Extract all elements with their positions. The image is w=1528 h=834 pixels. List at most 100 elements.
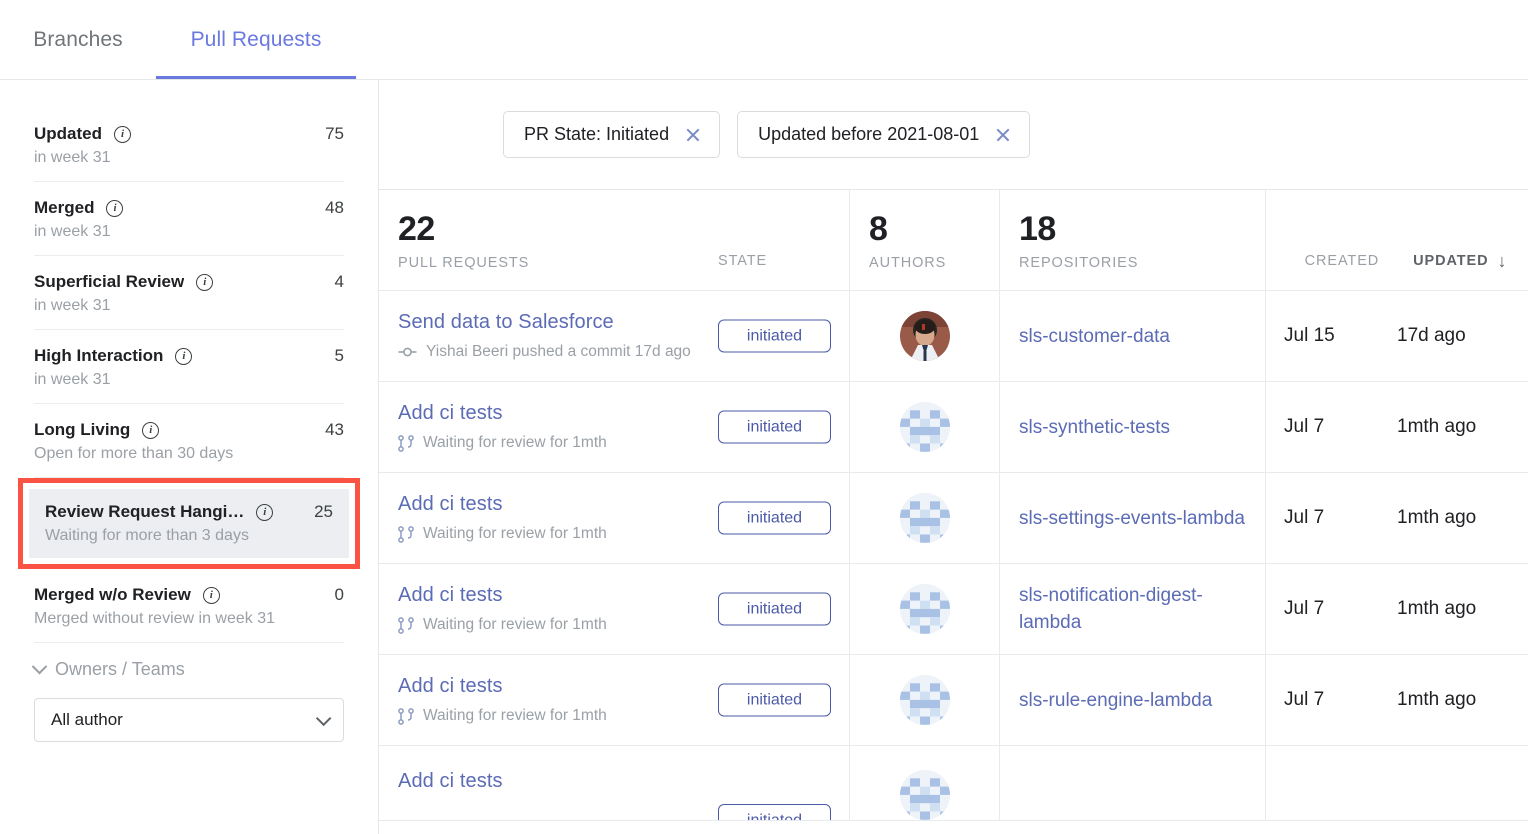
pull-request-info: Add ci tests: [398, 770, 708, 793]
user-photo-avatar-image: [899, 311, 950, 361]
pull-request-title-link[interactable]: Add ci tests: [398, 770, 503, 792]
metric-item-superficial-review[interactable]: Superficial Review i 4 in week 31: [34, 256, 344, 330]
table-row[interactable]: Add ci tests Waiting for review for 1mth i…: [379, 564, 1528, 655]
avatar[interactable]: [899, 493, 950, 543]
table-row[interactable]: Add ci tests Waiting for review for 1mth i…: [379, 655, 1528, 746]
metric-header: High Interaction i 5: [34, 346, 344, 366]
metric-header: Long Living i 43: [34, 420, 344, 440]
avatar[interactable]: [899, 584, 950, 634]
repository-link[interactable]: sls-customer-data: [1019, 325, 1170, 347]
identicon-avatar-image: [899, 402, 950, 452]
state-badge[interactable]: initiated: [718, 319, 831, 353]
info-icon[interactable]: i: [106, 199, 124, 217]
metric-subtitle: in week 31: [34, 149, 111, 166]
avatar[interactable]: [899, 675, 950, 725]
cell-dates: [1266, 746, 1528, 820]
cell-author: [850, 655, 1000, 745]
updated-date: 1mth ago: [1397, 598, 1477, 619]
pull-request-icon: [398, 707, 414, 725]
cell-dates: Jul 15 17d ago: [1266, 291, 1528, 381]
cell-repository: sls-rule-engine-lambda: [1000, 655, 1266, 745]
avatar[interactable]: [899, 770, 950, 820]
pull-request-info: Add ci tests Waiting for review for 1mth: [398, 493, 708, 543]
info-icon[interactable]: i: [256, 503, 274, 521]
owners-teams-section-toggle[interactable]: Owners / Teams: [31, 658, 344, 680]
table-row[interactable]: Add ci tests initiated: [379, 746, 1528, 821]
cell-author: [850, 473, 1000, 563]
authors-count: 8: [869, 209, 888, 248]
tab-pull-requests-label: Pull Requests: [190, 28, 322, 51]
metric-count: 48: [325, 198, 344, 217]
tab-pull-requests[interactable]: Pull Requests: [156, 1, 356, 79]
pull-request-meta-text: Waiting for review for 1mth: [423, 616, 607, 633]
repository-link[interactable]: sls-rule-engine-lambda: [1019, 689, 1213, 711]
cell-repository: sls-customer-data: [1000, 291, 1266, 381]
info-icon[interactable]: i: [196, 273, 214, 291]
table-row[interactable]: Add ci tests Waiting for review for 1mth i…: [379, 473, 1528, 564]
metric-item-merged[interactable]: Merged i 48 in week 31: [34, 182, 344, 256]
metric-subtitle: Merged without review in week 31: [34, 610, 276, 627]
metric-count: 43: [325, 420, 344, 439]
metric-header: Updated i 75: [34, 124, 344, 144]
pull-request-meta: Waiting for review for 1mth: [398, 707, 708, 725]
repositories-count: 18: [1019, 209, 1056, 248]
cell-dates: Jul 7 1mth ago: [1266, 564, 1528, 654]
metric-title: High Interaction: [34, 346, 164, 365]
info-icon[interactable]: i: [202, 586, 220, 604]
filter-chip-label: Updated before 2021-08-01: [758, 124, 980, 144]
repository-link[interactable]: sls-settings-events-lambda: [1019, 507, 1245, 529]
metric-item-review-request-hangi[interactable]: Review Request Hangi… i 25 Waiting for more…: [18, 478, 360, 569]
metric-item-high-interaction[interactable]: High Interaction i 5 in week 31: [34, 330, 344, 404]
pull-request-title-link[interactable]: Add ci tests: [398, 584, 503, 606]
metric-item-updated[interactable]: Updated i 75 in week 31: [34, 108, 344, 182]
cell-repository: sls-settings-events-lambda: [1000, 473, 1266, 563]
tab-branches[interactable]: Branches: [0, 1, 156, 79]
table-row[interactable]: Send data to Salesforce Yishai Beeri push…: [379, 291, 1528, 382]
identicon-avatar-image: [899, 675, 950, 725]
updated-date: 17d ago: [1397, 325, 1466, 346]
close-icon[interactable]: [995, 127, 1011, 143]
metric-item-long-living[interactable]: Long Living i 43 Open for more than 30 days: [34, 404, 344, 478]
pull-request-meta-text: Waiting for review for 1mth: [423, 525, 607, 542]
header-cell-repositories: 18 REPOSITORIES: [1000, 190, 1266, 290]
metric-title: Long Living: [34, 420, 131, 439]
pull-request-icon: [398, 525, 414, 543]
pull-request-meta: Yishai Beeri pushed a commit 17d ago: [398, 343, 708, 361]
pull-request-meta: Waiting for review for 1mth: [398, 616, 708, 634]
metric-count: 5: [334, 346, 344, 365]
state-badge[interactable]: initiated: [718, 592, 831, 626]
repository-link[interactable]: sls-synthetic-tests: [1019, 416, 1170, 438]
filter-chip-0[interactable]: PR State: Initiated: [503, 111, 721, 158]
metric-item-merged-w-o-review[interactable]: Merged w/o Review i 0 Merged without review…: [34, 569, 344, 643]
pull-request-meta-text: Yishai Beeri pushed a commit 17d ago: [426, 343, 691, 360]
metric-header: Review Request Hangi… i 25: [45, 502, 333, 522]
filter-chip-1[interactable]: Updated before 2021-08-01: [737, 111, 1031, 158]
close-icon[interactable]: [685, 127, 701, 143]
pull-request-title-link[interactable]: Add ci tests: [398, 402, 503, 424]
metric-title: Merged: [34, 198, 95, 217]
author-filter-select[interactable]: All author: [34, 698, 344, 742]
state-badge[interactable]: initiated: [718, 410, 831, 444]
state-badge[interactable]: initiated: [718, 804, 831, 820]
table-row[interactable]: Add ci tests Waiting for review for 1mth i…: [379, 382, 1528, 473]
info-icon[interactable]: i: [114, 125, 131, 143]
pull-requests-table: 22 PULL REQUESTS STATE 8 AUTHORS 18 REPO…: [379, 189, 1528, 821]
pull-request-title-link[interactable]: Send data to Salesforce: [398, 311, 614, 333]
pull-requests-count: 22: [398, 209, 435, 248]
metric-subtitle: in week 31: [34, 371, 111, 388]
state-badge[interactable]: initiated: [718, 683, 831, 717]
info-icon[interactable]: i: [175, 347, 193, 365]
pull-request-title-link[interactable]: Add ci tests: [398, 675, 503, 697]
avatar[interactable]: [899, 311, 950, 361]
avatar[interactable]: [899, 402, 950, 452]
metric-title: Review Request Hangi…: [45, 502, 245, 521]
state-badge[interactable]: initiated: [718, 501, 831, 535]
repository-link[interactable]: sls-notification-digest-lambda: [1019, 585, 1203, 633]
created-column-header[interactable]: CREATED: [1304, 253, 1380, 269]
authors-label: AUTHORS: [869, 254, 947, 271]
active-filters-bar: PR State: Initiated Updated before 2021-0…: [379, 80, 1528, 189]
info-icon[interactable]: i: [142, 421, 160, 439]
updated-column-header[interactable]: UPDATED ↓: [1413, 252, 1507, 270]
pull-request-title-link[interactable]: Add ci tests: [398, 493, 503, 515]
cell-repository: [1000, 746, 1266, 820]
